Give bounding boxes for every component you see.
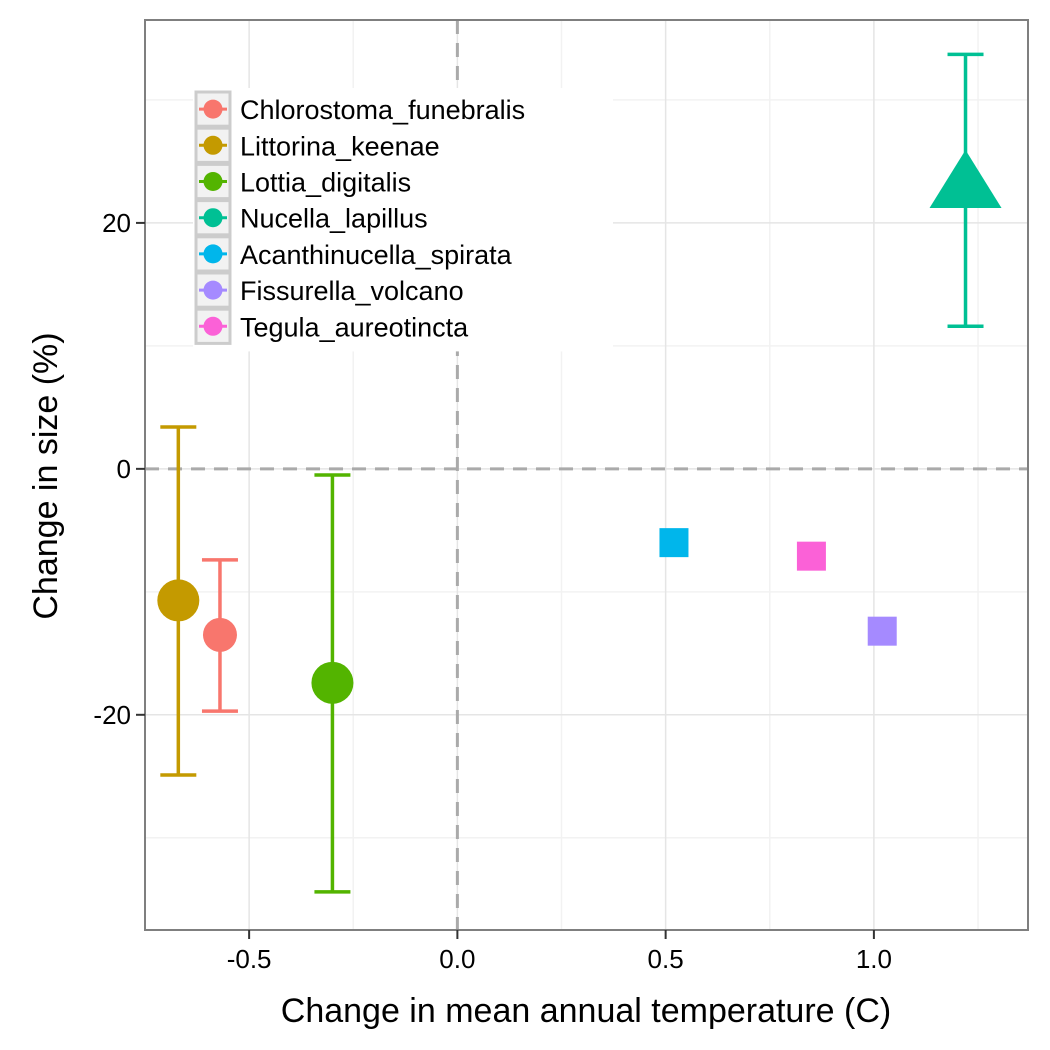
y-axis-title: Change in size (%): [27, 332, 65, 619]
legend-swatch-littorina-keenae: [203, 135, 223, 155]
x-tick-label: 0.5: [648, 944, 684, 974]
point-chlorostoma-funebralis: [202, 617, 237, 652]
point-lottia-digitalis: [311, 661, 354, 704]
x-tick-label: 1.0: [856, 944, 892, 974]
legend-swatch-lottia-digitalis: [203, 172, 223, 191]
y-tick-label: 0: [117, 454, 131, 484]
legend-swatch-tegula-aureotincta: [203, 316, 223, 336]
legend-swatch-chlorostoma-funebralis: [203, 99, 223, 119]
point-nucella-lapillus: [929, 150, 1002, 209]
legend-swatch-fissurella-volcano: [203, 280, 223, 300]
legend-background: [193, 88, 613, 352]
x-tick-label: 0.0: [439, 944, 475, 974]
axis-ticks: -0.5 0.0 0.5 1.0 -20 0 20: [93, 208, 892, 974]
x-axis-title: Change in mean annual temperature (C): [281, 992, 891, 1030]
y-tick-label: 20: [102, 208, 131, 238]
point-acanthinucella-spirata: [659, 528, 689, 558]
point-littorina-keenae: [157, 579, 200, 622]
panel-border: [144, 19, 1029, 931]
legend-swatch-acanthinucella-spirata: [203, 244, 223, 264]
legend-label-lottia-digitalis: Lottia_digitalis: [240, 168, 411, 198]
legend-label-chlorostoma-funebralis: Chlorostoma_funebralis: [240, 95, 525, 125]
legend-label-tegula-aureotincta: Tegula_aureotincta: [240, 312, 469, 342]
x-tick-label: -0.5: [227, 944, 272, 974]
data-marks: [157, 52, 1002, 894]
y-tick-label: -20: [93, 700, 131, 730]
legend-label-fissurella-volcano: Fissurella_volcano: [240, 276, 464, 306]
legend-label-acanthinucella-spirata: Acanthinucella_spirata: [240, 240, 513, 270]
legend-label-littorina-keenae: Littorina_keenae: [240, 131, 440, 161]
legend: Chlorostoma_funebralis Littorina_keenae Lo…: [193, 88, 613, 352]
point-fissurella-volcano: [867, 616, 897, 646]
legend-swatch-nucella-lapillus: [203, 208, 223, 228]
point-tegula-aureotincta: [796, 541, 826, 571]
legend-label-nucella-lapillus: Nucella_lapillus: [240, 204, 428, 234]
